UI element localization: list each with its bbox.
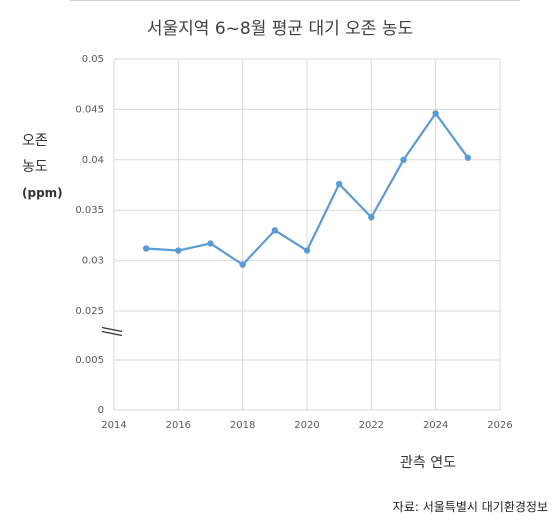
y-tick-label: 0.04: [82, 155, 104, 166]
x-tick-label: 2016: [166, 420, 191, 431]
y-tick-label: 0: [98, 405, 104, 416]
data-point: [335, 180, 343, 188]
y-axis-label-unit: (ppm): [22, 186, 63, 200]
x-tick-label: 2024: [423, 420, 448, 431]
y-tick-label: 0.045: [75, 104, 104, 115]
top-border-line: [70, 0, 520, 1]
data-point: [303, 247, 311, 254]
axis-break-mark: [101, 330, 123, 337]
y-tick-label: 0.03: [82, 256, 104, 267]
y-tick-label: 0.035: [75, 205, 104, 216]
source-note: 자료: 서울특별시 대기환경정보: [392, 500, 548, 514]
data-point: [368, 214, 375, 221]
data-point: [464, 154, 472, 161]
data-point: [400, 156, 407, 163]
data-point: [175, 247, 182, 254]
x-tick-label: 2026: [487, 420, 512, 431]
data-point: [271, 227, 279, 234]
x-tick-label: 2020: [294, 420, 319, 431]
y-tick-label: 0.005: [75, 355, 104, 366]
y-axis-label-line-2: 농도: [22, 159, 48, 175]
data-point: [432, 110, 439, 117]
axis-break-mark: [101, 326, 123, 333]
data-point: [142, 245, 150, 252]
data-point: [239, 261, 246, 268]
y-axis-label: 오존 농도 (ppm): [22, 128, 63, 206]
y-axis-label-line-1: 오존: [22, 133, 48, 149]
x-tick-label: 2014: [101, 420, 126, 431]
x-tick-label: 2018: [230, 420, 255, 431]
chart-title: 서울지역 6~8월 평균 대기 오존 농도: [146, 19, 414, 39]
y-tick-label: 0.025: [75, 306, 104, 317]
data-point: [207, 240, 214, 247]
x-tick-label: 2022: [359, 420, 384, 431]
x-axis-label: 관측 연도: [400, 455, 456, 471]
y-tick-label: 0.05: [82, 54, 104, 65]
